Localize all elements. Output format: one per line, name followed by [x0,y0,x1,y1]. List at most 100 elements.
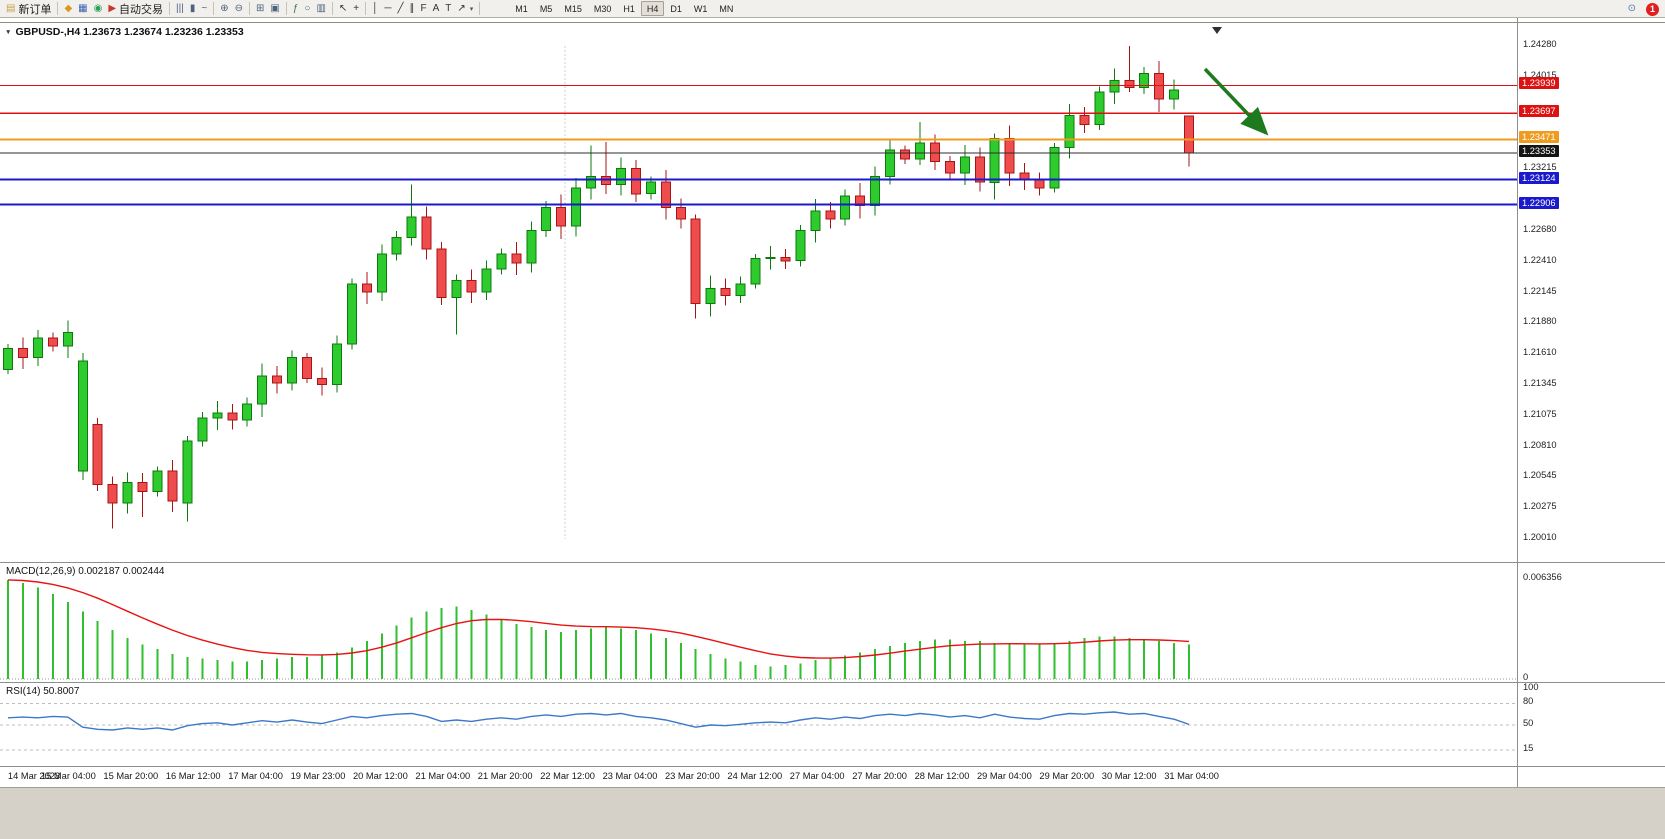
fibonacci-tool-button[interactable]: F [418,1,430,17]
panel-separator [1518,682,1665,683]
templates-button[interactable]: ▥ [313,1,328,17]
timeframe-d1-label: D1 [670,3,682,14]
rsi-panel[interactable] [0,682,1517,766]
text-tool-button[interactable]: A [430,1,443,17]
market-watch-icon: ◆ [64,2,73,14]
tile-windows-button[interactable]: ⊞ [253,1,267,17]
main-toolbar: ▤ 新订单 ◆ ▦ ◉ ▶ 自动交易 ||| ▮ ~ ⊕ ⊖ ⊞ ▣ ƒ ○ ▥ ↖ + │ ─ ╱ ∥ F A T ↗ ▾ M1 M5 M… [0,0,1665,18]
scroll-shift-marker[interactable] [1212,27,1222,34]
price-tick: 1.20810 [1523,439,1557,450]
zoom-in-icon: ⊕ [220,2,229,14]
price-tick: 1.24015 [1523,69,1557,80]
auto-arrange-icon: ▣ [270,2,280,14]
new-order-icon: ▤ [6,2,16,14]
timeframe-d1-button[interactable]: D1 [664,1,688,16]
price-tick: 1.21880 [1523,316,1557,327]
time-label: 27 Mar 04:00 [789,771,845,781]
candlestick-series [3,46,1194,529]
auto-trading-button[interactable]: ▶ 自动交易 [105,1,166,17]
timeframe-h1-label: H1 [623,3,635,14]
toolbar-separator [57,2,59,15]
vertical-line-tool-button[interactable]: │ [369,1,381,17]
bar-chart-mode-icon: ||| [176,2,184,14]
time-label: 14 Mar 2023 [7,771,61,781]
auto-arrange-button[interactable]: ▣ [267,1,282,17]
time-label: 29 Mar 20:00 [1039,771,1095,781]
macd-label: MACD(12,26,9) 0.002187 0.002444 [6,566,165,577]
macd-histogram [7,579,1190,679]
zoom-out-button[interactable]: ⊖ [232,1,246,17]
price-axis: 1.24280 1.24015 1.23215 1.22680 1.22410 1.221… [1517,18,1665,787]
timeframe-m30-button[interactable]: M30 [588,1,618,16]
vertical-line-tool-icon: │ [372,2,379,14]
toolbar-right: ⊙ 1 [1625,1,1659,17]
navigator-button[interactable]: ◉ [91,1,106,17]
indicators-list-button[interactable]: ƒ [290,1,302,17]
indicators-list-icon: ƒ [292,2,299,14]
periods-button[interactable]: ○ [301,1,313,17]
cursor-tool-button[interactable]: ↖ [336,1,350,17]
rsi-label: RSI(14) 50.8007 [6,686,80,697]
macd-panel[interactable] [0,562,1517,682]
candlestick-mode-button[interactable]: ▮ [187,1,199,17]
timeframe-m5-button[interactable]: M5 [534,1,559,16]
panel-separator [1518,22,1665,23]
trendline-tool-button[interactable]: ╱ [394,1,406,17]
horizontal-level-lines[interactable] [0,84,1517,206]
timeframe-m15-label: M15 [564,3,582,14]
arrows-tool-caret-icon: ▾ [469,5,474,13]
text-tool-icon: A [432,2,440,14]
bar-chart-mode-button[interactable]: ||| [173,1,187,17]
time-label: 22 Mar 12:00 [540,771,595,781]
timeframe-w1-label: W1 [693,3,708,14]
resistance-1-badge: 1.23939 [1519,77,1559,90]
horizontal-line-tool-button[interactable]: ─ [381,1,394,17]
rsi-scale-tick: 50 [1523,718,1534,728]
time-label: 27 Mar 20:00 [852,771,907,781]
timeframe-h1-button[interactable]: H1 [617,1,641,16]
macd-scale-tick: 0.006356 [1523,572,1562,582]
timeframe-h4-label: H4 [646,3,659,14]
zoom-out-icon: ⊖ [234,2,243,14]
resistance-2-badge: 1.23697 [1519,105,1559,118]
toolbar-separator [213,2,215,15]
data-window-button[interactable]: ▦ [75,1,90,17]
channel-tool-button[interactable]: ∥ [407,1,418,17]
timeframe-h4-button[interactable]: H4 [640,1,665,16]
rsi-scale-tick: 15 [1523,743,1534,754]
bid-line-badge: 1.23353 [1519,145,1559,157]
notifications-badge[interactable]: 1 [1646,2,1659,16]
support-2-badge: 1.22906 [1519,196,1559,209]
line-chart-mode-button[interactable]: ~ [198,1,210,17]
rsi-level-lines [0,702,1517,751]
time-label: 31 Mar 04:00 [1164,771,1219,781]
trendline-tool-icon: ╱ [397,2,404,14]
timeframe-m30-label: M30 [593,3,612,14]
macd-signal-line [7,579,1190,659]
fibonacci-tool-icon: F [420,2,427,14]
macd-scale-tick: 0 [1523,672,1529,682]
price-chart[interactable] [0,22,1517,562]
quick-search-button[interactable]: ⊙ [1625,1,1639,17]
crosshair-tool-button[interactable]: + [350,1,362,17]
time-label: 15 Mar 20:00 [103,771,159,781]
timeframe-mn-button[interactable]: MN [713,1,739,16]
arrows-tool-button[interactable]: ↗ ▾ [454,1,476,17]
new-order-button[interactable]: ▤ 新订单 [3,1,54,17]
line-chart-mode-icon: ~ [201,2,208,14]
candlestick-mode-icon: ▮ [189,2,196,14]
data-window-icon: ▦ [78,2,88,14]
arrow-annotation[interactable] [1203,67,1269,136]
timeframe-m15-button[interactable]: M15 [558,1,588,16]
timeframe-m1-button[interactable]: M1 [509,1,534,16]
text-label-tool-button[interactable]: T [442,1,454,17]
zoom-in-button[interactable]: ⊕ [217,1,231,17]
tile-windows-icon: ⊞ [255,2,265,14]
chart-window: ▼ GBPUSD-,H4 1.23673 1.23674 1.23236 1.2… [0,18,1665,839]
panel-separator [1518,562,1665,563]
price-tick: 1.23215 [1523,162,1557,172]
crosshair-tool-icon: + [353,2,360,14]
rsi-scale-tick: 100 [1523,682,1539,692]
timeframe-w1-button[interactable]: W1 [688,1,714,16]
market-watch-button[interactable]: ◆ [61,1,75,17]
